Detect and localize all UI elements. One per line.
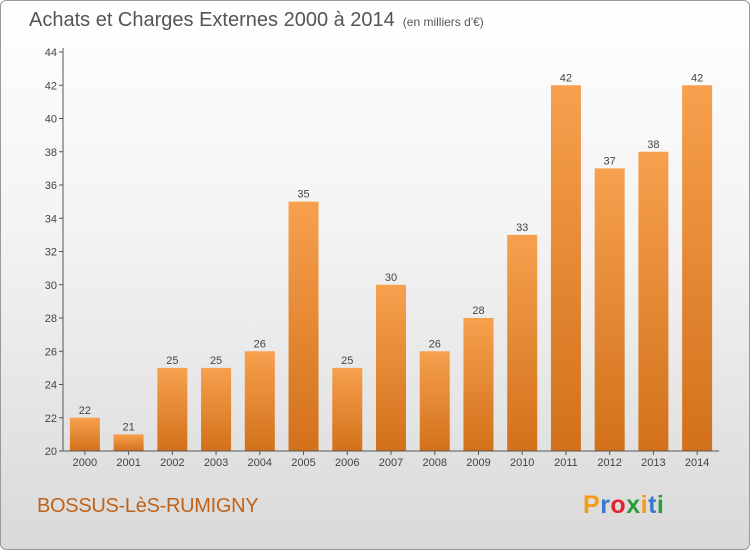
bar-2002	[157, 367, 188, 451]
data-label-2004: 26	[254, 338, 266, 350]
bar-2013	[638, 151, 669, 451]
data-label-2009: 28	[472, 305, 484, 317]
x-tick-label-2010: 2010	[510, 457, 534, 469]
x-tick-label-2003: 2003	[204, 457, 228, 469]
y-tick-label: 38	[45, 147, 57, 159]
data-label-2002: 25	[166, 355, 178, 367]
x-tick-label-2004: 2004	[248, 457, 272, 469]
bars-group	[69, 85, 713, 451]
y-tick-label: 34	[45, 213, 57, 225]
data-label-2008: 26	[429, 338, 441, 350]
x-tick-label-2001: 2001	[116, 457, 140, 469]
y-tick-label: 44	[45, 47, 57, 59]
bar-2005	[288, 201, 319, 451]
data-label-2014: 42	[691, 72, 703, 84]
x-tick-label-2012: 2012	[597, 457, 621, 469]
axes-group: 20 22 24 26 28 30 32 34 36 38 40 42 44	[45, 47, 719, 458]
x-tick-label-2006: 2006	[335, 457, 359, 469]
labels-group: 2000 22 2001 21 2002 25 2003 25 2004 26 2005 35 2006…	[73, 72, 710, 469]
y-tick-label: 22	[45, 413, 57, 425]
bar-2010	[507, 234, 538, 451]
data-label-2005: 35	[297, 189, 309, 201]
logo-letter: i	[656, 491, 665, 519]
logo-letter: i	[640, 491, 649, 519]
y-tick-label: 32	[45, 247, 57, 259]
bar-2009	[463, 318, 494, 451]
logo-letter: t	[648, 491, 657, 519]
x-tick-label-2005: 2005	[291, 457, 315, 469]
y-tick-label: 36	[45, 180, 57, 192]
y-tick-label: 20	[45, 446, 57, 458]
y-tick-label: 26	[45, 346, 57, 358]
bar-2007	[376, 284, 406, 451]
commune-name: BOSSUS-LèS-RUMIGNY	[37, 495, 259, 517]
bar-2000	[69, 417, 100, 451]
bar-2006	[332, 367, 363, 451]
data-label-2003: 25	[210, 355, 222, 367]
data-label-2006: 25	[341, 355, 353, 367]
x-tick-label-2002: 2002	[160, 457, 184, 469]
data-label-2011: 42	[560, 72, 572, 84]
logo-letter: x	[626, 491, 641, 519]
x-tick-label-2014: 2014	[685, 457, 709, 469]
chart-title-unit: (en milliers d'€)	[402, 15, 484, 29]
bar-2008	[419, 351, 450, 451]
data-label-2012: 37	[604, 155, 616, 167]
proxiti-logo: Proxiti	[583, 491, 664, 520]
data-label-2010: 33	[516, 222, 528, 234]
y-tick-label: 24	[45, 380, 57, 392]
logo-letter: o	[610, 491, 627, 519]
bar-2003	[201, 367, 232, 451]
bar-2012	[594, 168, 625, 451]
logo-letter: P	[583, 491, 601, 519]
bar-2011	[550, 85, 581, 451]
y-tick-label: 42	[45, 80, 57, 92]
x-tick-label-2007: 2007	[379, 457, 403, 469]
x-tick-label-2000: 2000	[73, 457, 97, 469]
x-tick-label-2011: 2011	[554, 457, 578, 469]
bar-2001	[113, 434, 144, 451]
y-tick-label: 28	[45, 313, 57, 325]
logo-letter: r	[600, 491, 611, 519]
x-tick-label-2009: 2009	[466, 457, 490, 469]
x-tick-label-2013: 2013	[641, 457, 665, 469]
chart-title-text: Achats et Charges Externes 2000 à 2014	[29, 9, 395, 31]
x-tick-label-2008: 2008	[422, 457, 446, 469]
y-tick-label: 40	[45, 114, 57, 126]
bar-2004	[244, 351, 275, 451]
data-label-2013: 38	[647, 139, 659, 151]
y-tick-label: 30	[45, 280, 57, 292]
bar-2014	[682, 85, 713, 451]
data-label-2007: 30	[385, 272, 397, 284]
chart-title: Achats et Charges Externes 2000 à 2014 (e…	[29, 9, 484, 32]
data-label-2001: 21	[122, 421, 134, 433]
data-label-2000: 22	[79, 405, 91, 417]
